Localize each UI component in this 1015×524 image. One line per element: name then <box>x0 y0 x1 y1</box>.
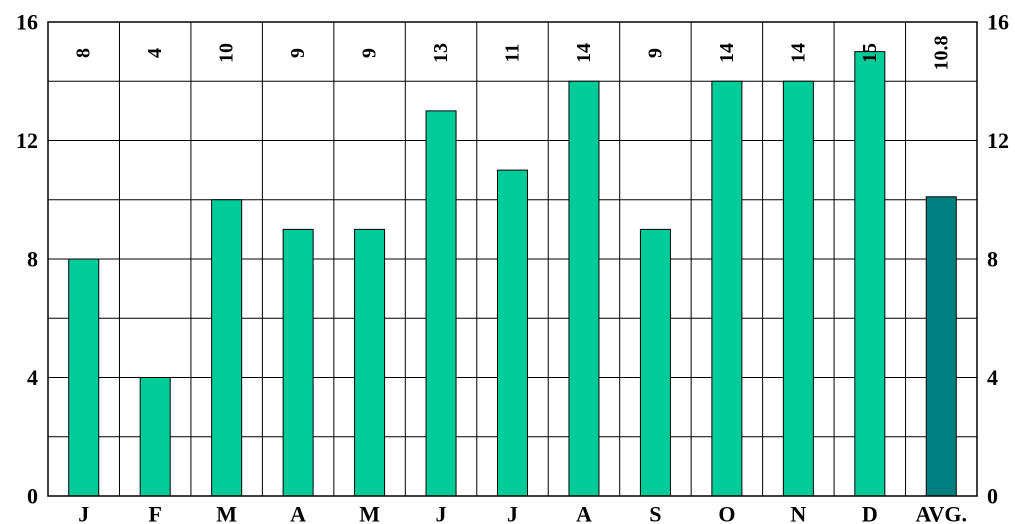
y-tick-label-left: 4 <box>27 365 38 390</box>
plot-border <box>47 21 978 497</box>
bar <box>425 110 457 497</box>
y-tick-label-right: 16 <box>987 10 1009 35</box>
bar <box>139 377 171 497</box>
data-label: 14 <box>573 43 595 63</box>
y-tick-label-right: 4 <box>987 365 998 390</box>
category-label: J <box>436 502 447 524</box>
data-label: 9 <box>359 48 381 58</box>
y-tick-label-left: 8 <box>27 247 38 272</box>
data-label: 13 <box>430 43 452 63</box>
y-tick-label-right: 0 <box>987 484 998 509</box>
category-label: S <box>649 502 661 524</box>
data-label: 10.8 <box>930 36 952 71</box>
data-label: 4 <box>144 48 166 58</box>
category-label: J <box>78 502 89 524</box>
category-label: O <box>718 502 735 524</box>
bar <box>282 228 314 497</box>
bar <box>854 51 886 497</box>
bar <box>639 228 671 497</box>
data-label: 14 <box>716 43 738 63</box>
bar <box>211 199 243 497</box>
data-label: 15 <box>859 43 881 63</box>
bar <box>711 80 743 497</box>
bar-average <box>925 196 957 497</box>
data-label: 10 <box>216 43 238 63</box>
bar <box>496 169 529 497</box>
category-label: AVG. <box>915 502 967 524</box>
category-label: M <box>216 502 237 524</box>
category-label: J <box>507 502 518 524</box>
category-label: M <box>359 502 380 524</box>
y-tick-label-left: 16 <box>16 10 38 35</box>
data-label: 8 <box>73 48 95 58</box>
category-label: A <box>290 502 306 524</box>
category-label: F <box>148 502 161 524</box>
y-tick-label-right: 12 <box>987 128 1009 153</box>
bar <box>782 80 814 497</box>
category-label: A <box>576 502 592 524</box>
y-tick-label-left: 12 <box>16 128 38 153</box>
data-label: 9 <box>644 48 666 58</box>
category-label: N <box>790 502 806 524</box>
data-label: 9 <box>287 48 309 58</box>
bar <box>354 228 386 497</box>
data-label: 11 <box>502 44 524 63</box>
bar <box>568 80 600 497</box>
y-tick-label-right: 8 <box>987 247 998 272</box>
category-label: D <box>862 502 878 524</box>
y-tick-label-left: 0 <box>27 484 38 509</box>
bar <box>68 258 100 497</box>
data-label: 14 <box>787 43 809 63</box>
